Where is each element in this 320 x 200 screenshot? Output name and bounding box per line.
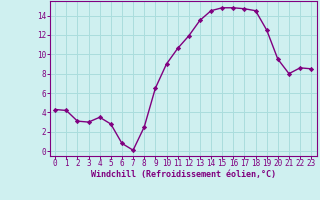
X-axis label: Windchill (Refroidissement éolien,°C): Windchill (Refroidissement éolien,°C) bbox=[91, 170, 276, 179]
